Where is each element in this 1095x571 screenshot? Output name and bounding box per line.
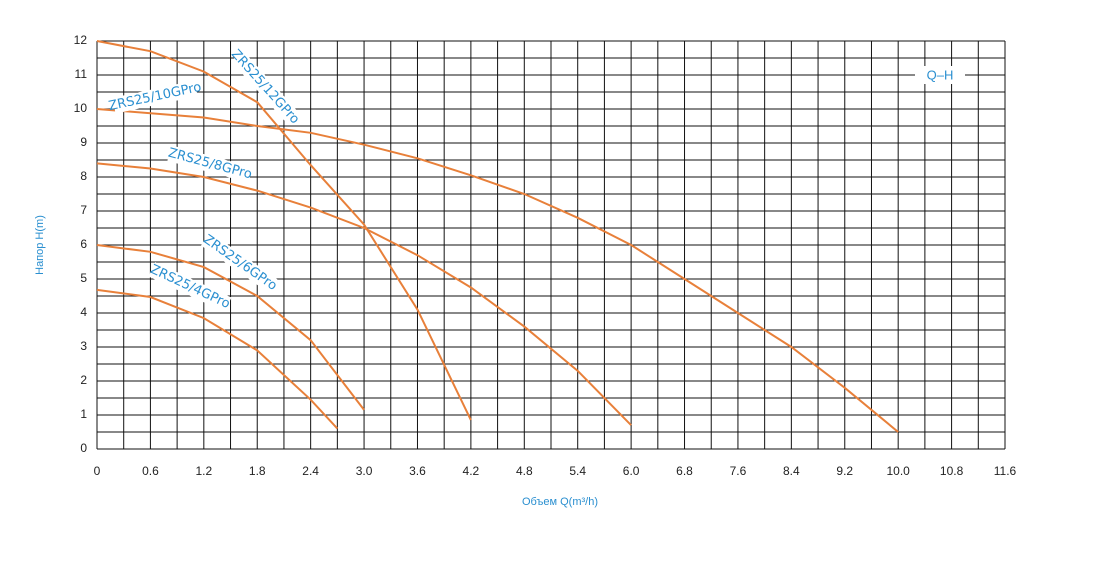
x-tick-label: 10.0 <box>886 464 910 478</box>
x-tick-label: 6.0 <box>623 464 640 478</box>
y-tick-label: 3 <box>80 339 87 353</box>
x-tick-label: 4.2 <box>463 464 480 478</box>
x-tick-label: 5.4 <box>569 464 586 478</box>
y-tick-label: 6 <box>80 237 87 251</box>
series-label: ZRS25/4GPro <box>148 262 232 312</box>
y-tick-label: 11 <box>75 67 88 81</box>
series-line <box>96 40 472 421</box>
x-tick-label: 1.2 <box>195 464 212 478</box>
y-tick-label: 0 <box>80 441 87 455</box>
series-label-bg <box>230 50 300 124</box>
x-tick-label: 10.8 <box>940 464 964 478</box>
y-tick-label: 9 <box>80 135 87 149</box>
y-tick-label: 4 <box>80 305 87 319</box>
x-tick-label: 1.8 <box>249 464 266 478</box>
legend-box <box>915 66 965 84</box>
x-tick-label: 11.6 <box>994 464 1017 478</box>
x-tick-label: 6.8 <box>676 464 693 478</box>
y-tick-label: 12 <box>74 33 88 47</box>
series-line <box>96 108 899 433</box>
x-tick-label: 4.8 <box>516 464 533 478</box>
y-tick-label: 10 <box>74 101 88 115</box>
series-label-bg <box>112 80 198 114</box>
series-line <box>96 244 365 411</box>
series-line <box>96 162 632 426</box>
x-tick-label: 2.4 <box>302 464 319 478</box>
series-label-bg <box>148 261 232 313</box>
series-label: ZRS25/12GPro <box>228 47 302 127</box>
y-tick-label: 1 <box>80 407 87 421</box>
x-tick-label: 0.6 <box>142 464 159 478</box>
x-tick-label: 9.2 <box>836 464 853 478</box>
y-tick-label: 2 <box>80 373 87 387</box>
x-tick-label: 7.6 <box>730 464 747 478</box>
series-label-bg <box>201 232 279 294</box>
y-tick-label: 7 <box>80 203 87 217</box>
y-tick-label: 8 <box>80 169 87 183</box>
x-tick-label: 0 <box>94 464 101 478</box>
series-label: ZRS25/6GPro <box>200 232 279 294</box>
x-tick-label: 8.4 <box>783 464 800 478</box>
x-tick-label: 3.6 <box>409 464 426 478</box>
y-tick-label: 5 <box>80 271 87 285</box>
x-tick-label: 3.0 <box>356 464 373 478</box>
x-axis-title: Объем Q(m³/h) <box>522 496 598 508</box>
y-axis-title: Напор H(m) <box>34 215 46 275</box>
series-label-bg <box>167 145 253 183</box>
series-line <box>96 288 339 430</box>
legend-text: Q–H <box>927 67 954 82</box>
